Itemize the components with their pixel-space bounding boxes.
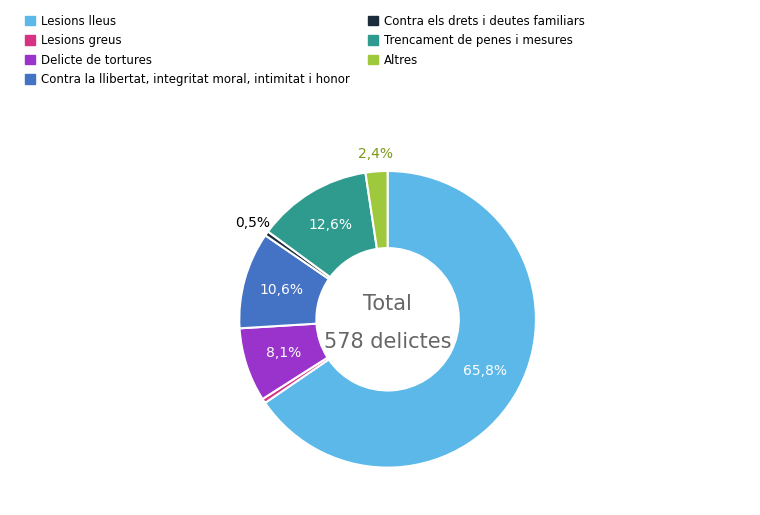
- Text: 0,5%: 0,5%: [235, 216, 270, 230]
- Text: 2,4%: 2,4%: [358, 147, 393, 161]
- Wedge shape: [366, 171, 388, 249]
- Wedge shape: [265, 232, 330, 279]
- Wedge shape: [268, 173, 377, 277]
- Text: 8,1%: 8,1%: [265, 346, 301, 360]
- Wedge shape: [239, 235, 329, 329]
- Text: 65,8%: 65,8%: [463, 364, 507, 377]
- Text: 578 delictes: 578 delictes: [324, 332, 451, 352]
- Wedge shape: [265, 171, 536, 468]
- Wedge shape: [239, 323, 328, 399]
- Legend: Lesions lleus, Lesions greus, Delicte de tortures, Contra la llibertat, integrit: Lesions lleus, Lesions greus, Delicte de…: [21, 11, 589, 90]
- Wedge shape: [262, 357, 329, 403]
- Text: 12,6%: 12,6%: [309, 218, 353, 232]
- Text: 10,6%: 10,6%: [260, 283, 304, 297]
- Text: Total: Total: [363, 295, 412, 315]
